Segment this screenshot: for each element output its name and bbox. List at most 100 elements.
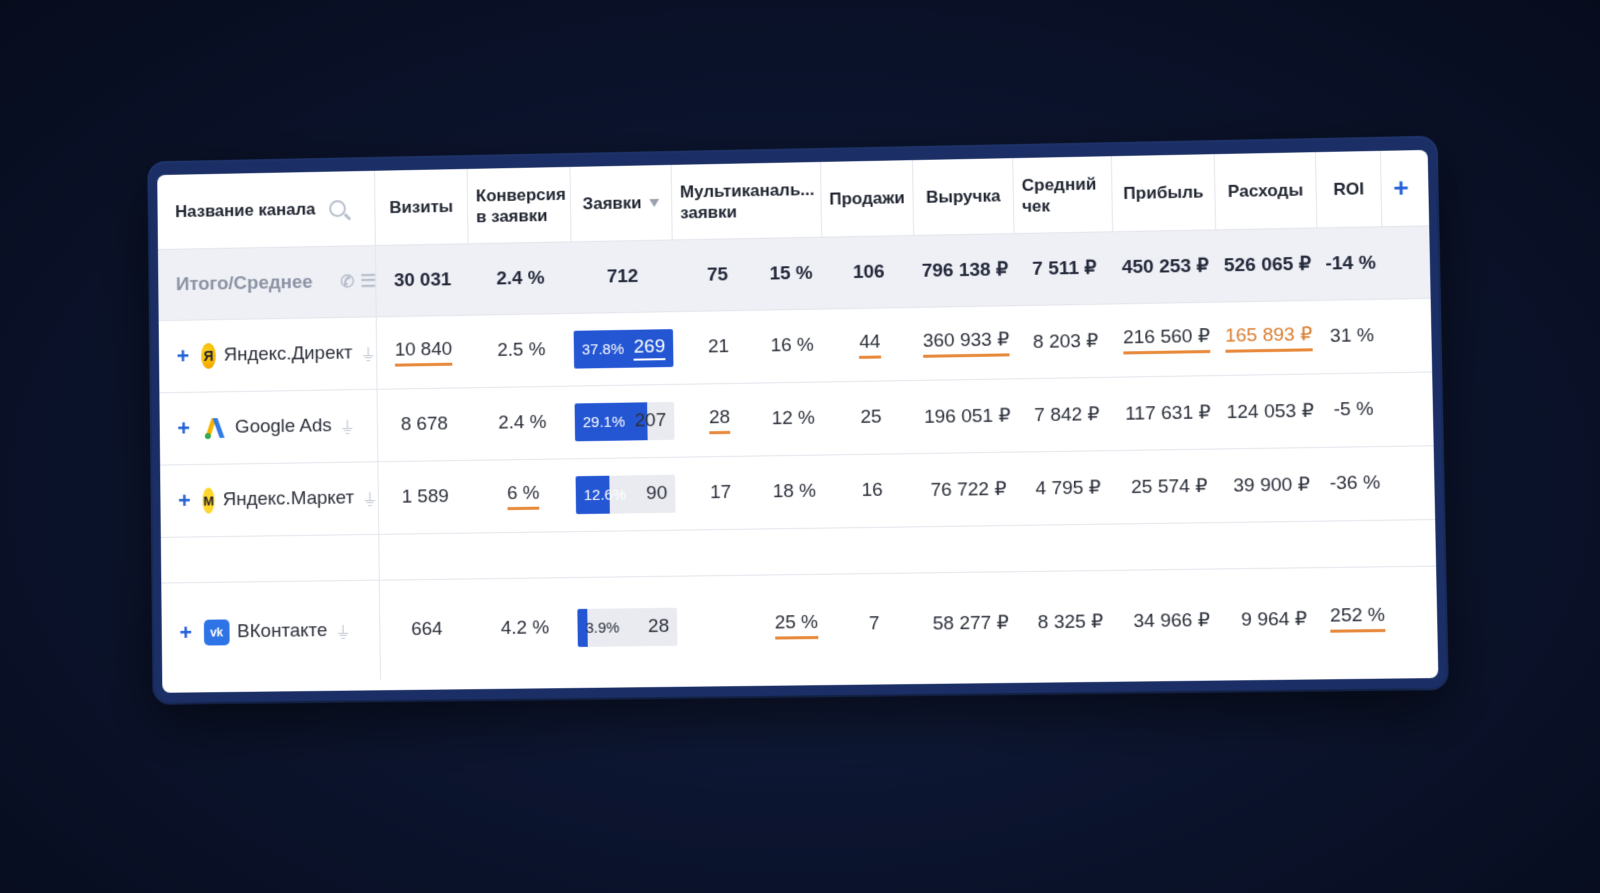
conversion-cell[interactable]: 6 % [471,459,575,532]
column-header-revenue[interactable]: Выручка [913,158,1015,235]
leads-cell[interactable]: 37.8% 269 [572,312,674,385]
total-visits: 30 031 [376,244,470,316]
total-expenses: 526 065 ₽ [1216,228,1319,301]
multichannel-pct: 18 % [773,481,817,504]
sort-down-icon[interactable] [649,198,659,206]
add-column-button[interactable]: + [1381,150,1421,226]
expand-row-button[interactable]: + [177,416,190,442]
total-label: Итого/Среднее [176,271,313,295]
list-icon[interactable]: ☰ [360,271,376,292]
channel-name[interactable]: Google Ads [235,415,332,438]
visits-cell: 8 678 [378,388,472,461]
total-multichannel: 75 15 % [673,238,824,311]
spacer-cell [161,535,380,583]
leads-cell[interactable]: 3.9% 28 [576,577,679,678]
sales-value: 44 [859,331,881,358]
total-leads: 712 [571,240,673,312]
multichannel-cell: 17 18 % [676,455,827,529]
expand-row-button[interactable]: + [178,488,191,514]
multichannel-pct[interactable]: 25 % [775,611,819,639]
revenue-value: 360 933 ₽ [923,328,1010,357]
multichannel-cell: 28 12 % [675,382,826,456]
visits-cell: 664 [380,579,474,680]
channel-name[interactable]: Яндекс.Маркет [223,487,355,511]
column-header-conversion-label: Конверсия в заявки [468,183,570,227]
sales-cell: 16 [826,454,919,528]
column-header-profit[interactable]: Прибыль [1112,154,1216,231]
total-sales: 106 [822,236,915,309]
empty-cell [1385,373,1425,446]
plus-icon: + [1393,177,1409,198]
column-header-avg-check[interactable]: Средний чек [1013,156,1113,233]
column-header-roi[interactable]: ROI [1316,151,1382,228]
channel-name[interactable]: Яндекс.Директ [224,343,353,367]
total-conversion: 2.4 % [469,242,573,314]
channel-cell: + M Яндекс.Маркет ⏚ [160,462,379,537]
plug-icon[interactable]: ⏚ [339,414,355,438]
column-header-visits-label: Визиты [389,196,453,218]
table-frame: Название канала Визиты Конверсия в заявк… [149,138,1446,703]
channel-name[interactable]: ВКонтакте [237,620,327,643]
empty-cell [1384,299,1424,372]
sales-cell[interactable]: 44 [823,308,916,382]
channel-cell: + Я Яндекс.Директ ⏚ [159,317,378,392]
column-header-expenses[interactable]: Расходы [1215,152,1318,229]
profit-cell[interactable]: 216 560 ₽ [1114,303,1218,377]
roi-cell: -5 % [1320,373,1387,447]
column-header-sales-label: Продажи [829,187,905,209]
plug-icon[interactable]: ⏚ [360,341,376,365]
column-header-leads[interactable]: Заявки [570,165,672,241]
column-header-sales[interactable]: Продажи [821,160,914,237]
column-header-channel[interactable]: Название канала [157,171,376,249]
column-header-leads-label: Заявки [582,192,641,214]
google-ads-logo-icon [202,415,228,441]
total-empty-cell [1382,227,1422,299]
column-header-revenue-label: Выручка [926,185,1001,207]
plug-icon[interactable]: ⏚ [335,619,351,643]
leads-pct: 3.9% [585,619,619,636]
channel-cell: + Google Ads ⏚ [159,390,378,465]
multichannel-count[interactable]: 28 [709,406,730,433]
profit-value: 216 560 ₽ [1123,325,1210,355]
conversion-cell: 2.4 % [470,387,574,460]
multichannel-pct: 12 % [771,408,815,431]
channel-cell: + vk ВКонтакте ⏚ [161,581,381,683]
revenue-cell: 76 722 ₽ [918,453,1020,527]
expand-row-button[interactable]: + [177,343,190,369]
multichannel-count: 17 [710,482,731,504]
conversion-cell: 4.2 % [473,578,578,679]
total-label-cell: Итого/Среднее ✆ ☰ [158,246,377,320]
total-avg-check: 7 511 ₽ [1015,232,1115,305]
leads-bar: 3.9% 28 [577,608,677,647]
search-icon[interactable] [329,200,346,217]
avg-check-cell: 8 203 ₽ [1016,304,1116,378]
column-header-conversion[interactable]: Конверсия в заявки [468,167,572,243]
roi-cell[interactable]: 252 % [1324,567,1391,669]
column-header-avg-check-label: Средний чек [1014,173,1112,217]
vk-logo-icon: vk [204,619,230,645]
visits-cell: 1 589 [378,461,472,534]
expenses-cell[interactable]: 165 893 ₽ [1217,301,1320,375]
revenue-cell[interactable]: 360 933 ₽ [915,306,1017,380]
multichannel-pct: 16 % [770,335,814,358]
column-header-expenses-label: Расходы [1228,179,1304,202]
leads-cell[interactable]: 29.1% 207 [573,385,675,458]
empty-cell [1389,567,1430,669]
leads-count: 269 [634,336,666,360]
column-header-visits[interactable]: Визиты [375,169,469,245]
plug-icon[interactable]: ⏚ [362,486,378,510]
multichannel-cell: 21 16 % [674,310,825,384]
column-header-multichannel[interactable]: Мультиканаль... заявки [672,162,823,240]
leads-cell[interactable]: 12.6% 90 [574,458,676,531]
multichannel-cell: 25 % [677,575,828,677]
visits-cell[interactable]: 10 840 [377,316,471,389]
phone-icon[interactable]: ✆ [340,272,354,292]
yandex-market-logo-icon: M [202,488,215,514]
profit-cell: 25 574 ₽ [1117,449,1222,523]
profit-cell: 34 966 ₽ [1119,569,1224,671]
total-profit: 450 253 ₽ [1113,230,1217,303]
expand-row-button[interactable]: + [179,620,192,646]
column-header-roi-label: ROI [1333,178,1364,200]
sales-cell: 25 [824,381,917,455]
expenses-cell: 39 900 ₽ [1220,448,1323,522]
